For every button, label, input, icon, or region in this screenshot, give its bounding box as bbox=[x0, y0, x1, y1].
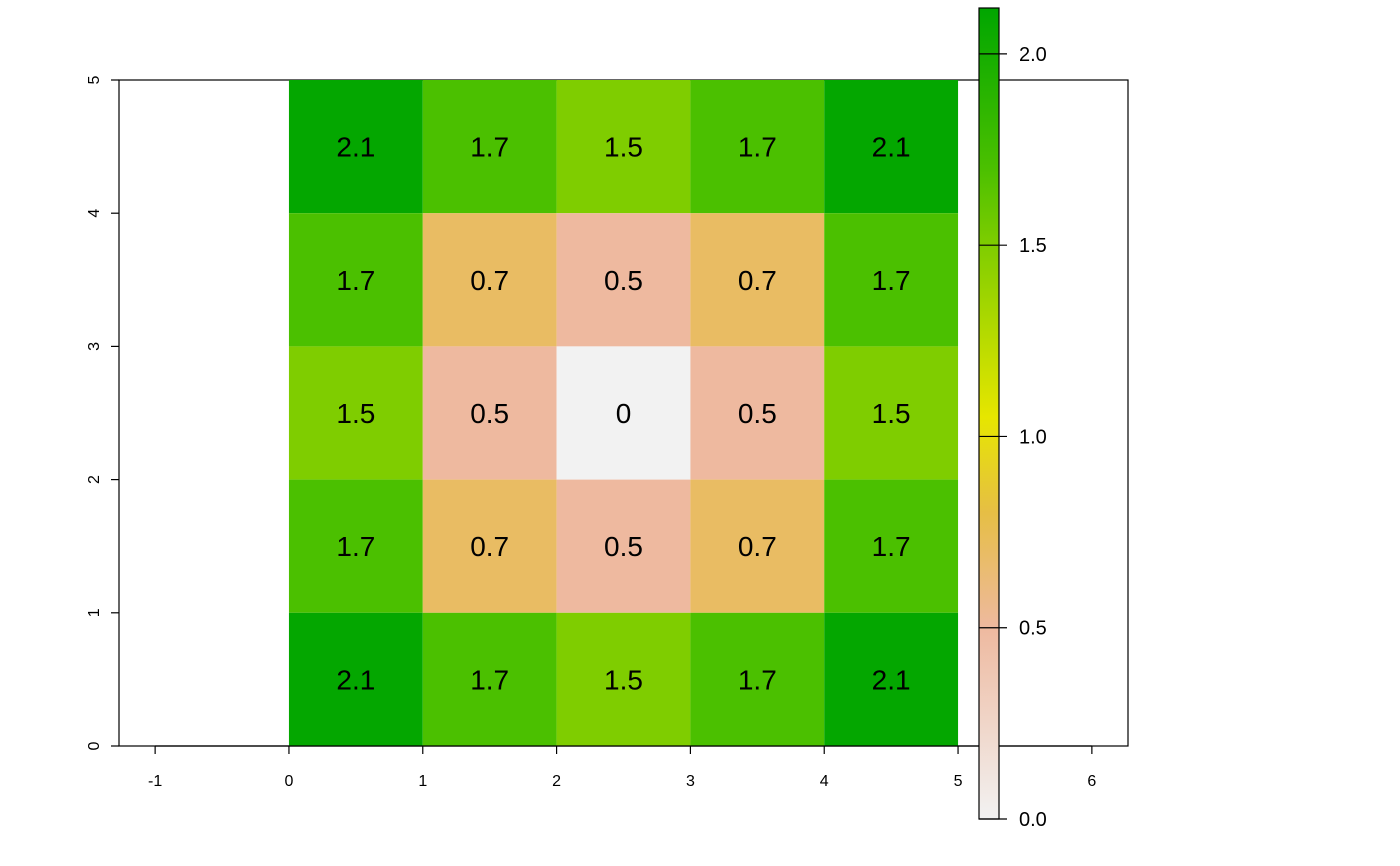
cell-value-label: 2.1 bbox=[336, 664, 375, 695]
cell-value-label: 1.7 bbox=[872, 265, 911, 296]
legend-tick-label: 1.5 bbox=[1019, 235, 1047, 257]
cell-value-label: 1.5 bbox=[604, 664, 643, 695]
raster-cell bbox=[556, 346, 691, 480]
x-tick-label: 3 bbox=[686, 773, 695, 790]
cell-value-label: 0.7 bbox=[738, 265, 777, 296]
cell-value-label: 2.1 bbox=[872, 132, 911, 163]
x-tick-label: 5 bbox=[954, 773, 963, 790]
cell-value-label: 1.5 bbox=[336, 398, 375, 429]
cell-value-label: 0.7 bbox=[470, 531, 509, 562]
cell-value-label: 1.7 bbox=[872, 531, 911, 562]
y-tick-label: 5 bbox=[86, 75, 103, 84]
legend-colorbar bbox=[978, 7, 1000, 820]
cell-value-label: 0.5 bbox=[738, 398, 777, 429]
cells-layer bbox=[288, 80, 959, 746]
y-tick-label: 3 bbox=[86, 342, 103, 351]
legend-tick-label: 0.0 bbox=[1019, 809, 1047, 831]
raster-cell bbox=[824, 612, 959, 746]
x-tick-label: -1 bbox=[148, 773, 162, 790]
raster-cell bbox=[690, 612, 825, 746]
cell-value-label: 0.5 bbox=[604, 531, 643, 562]
raster-cell bbox=[556, 612, 691, 746]
raster-cell bbox=[422, 612, 557, 746]
cell-value-label: 0.7 bbox=[470, 265, 509, 296]
raster-cell bbox=[556, 80, 691, 214]
raster-cell bbox=[422, 213, 557, 347]
cell-value-label: 1.7 bbox=[738, 664, 777, 695]
raster-cell bbox=[288, 80, 423, 214]
raster-cell bbox=[288, 346, 423, 480]
cell-value-label: 1.5 bbox=[604, 132, 643, 163]
x-axis: -1 0 1 2 3 4 5 6 bbox=[148, 745, 1096, 790]
x-tick-label: 0 bbox=[284, 773, 293, 790]
legend-tick-label: 2.0 bbox=[1019, 44, 1047, 66]
y-tick-label: 0 bbox=[86, 741, 103, 750]
y-tick-label: 1 bbox=[86, 608, 103, 617]
raster-cell bbox=[690, 346, 825, 480]
raster-cell bbox=[690, 213, 825, 347]
raster-cell bbox=[288, 213, 423, 347]
raster-cell bbox=[556, 479, 691, 613]
cell-value-label: 0.5 bbox=[604, 265, 643, 296]
y-tick-label: 4 bbox=[86, 209, 103, 218]
y-axis: 0 1 2 3 4 5 bbox=[86, 75, 119, 750]
legend-tick-label: 1.0 bbox=[1019, 426, 1047, 448]
raster-cell bbox=[824, 213, 959, 347]
raster-cell bbox=[690, 80, 825, 214]
cell-value-label: 1.7 bbox=[470, 664, 509, 695]
cell-value-label: 2.1 bbox=[336, 132, 375, 163]
raster-cell bbox=[422, 80, 557, 214]
y-tick-label: 2 bbox=[86, 475, 103, 484]
cell-value-label: 1.7 bbox=[470, 132, 509, 163]
raster-cell bbox=[824, 80, 959, 214]
raster-cell bbox=[288, 612, 423, 746]
raster-cell bbox=[422, 479, 557, 613]
cell-value-label: 0.7 bbox=[738, 531, 777, 562]
raster-cell bbox=[690, 479, 825, 613]
cell-value-label: 2.1 bbox=[872, 664, 911, 695]
x-tick-label: 2 bbox=[552, 773, 561, 790]
raster-cell bbox=[288, 479, 423, 613]
cell-value-label: 1.5 bbox=[872, 398, 911, 429]
cell-value-label: 1.7 bbox=[336, 265, 375, 296]
raster-cell bbox=[824, 346, 959, 480]
x-tick-label: 6 bbox=[1087, 773, 1096, 790]
cell-value-label: 0.5 bbox=[470, 398, 509, 429]
x-tick-label: 1 bbox=[418, 773, 427, 790]
legend-tick-label: 0.5 bbox=[1019, 618, 1047, 640]
raster-cell bbox=[556, 213, 691, 347]
x-tick-label: 4 bbox=[820, 773, 829, 790]
raster-cell bbox=[824, 479, 959, 613]
cell-value-label: 1.7 bbox=[336, 531, 375, 562]
cell-value-label: 0 bbox=[616, 398, 632, 429]
cell-value-label: 1.7 bbox=[738, 132, 777, 163]
color-legend: 0.0 0.5 1.0 1.5 2.0 bbox=[978, 7, 1047, 831]
cell-labels-layer: 2.1 1.7 1.5 1.7 2.1 1.7 0.7 0.5 0.7 1.7 1.5 0.5 0 0.5… bbox=[336, 132, 910, 696]
raster-cell bbox=[422, 346, 557, 480]
